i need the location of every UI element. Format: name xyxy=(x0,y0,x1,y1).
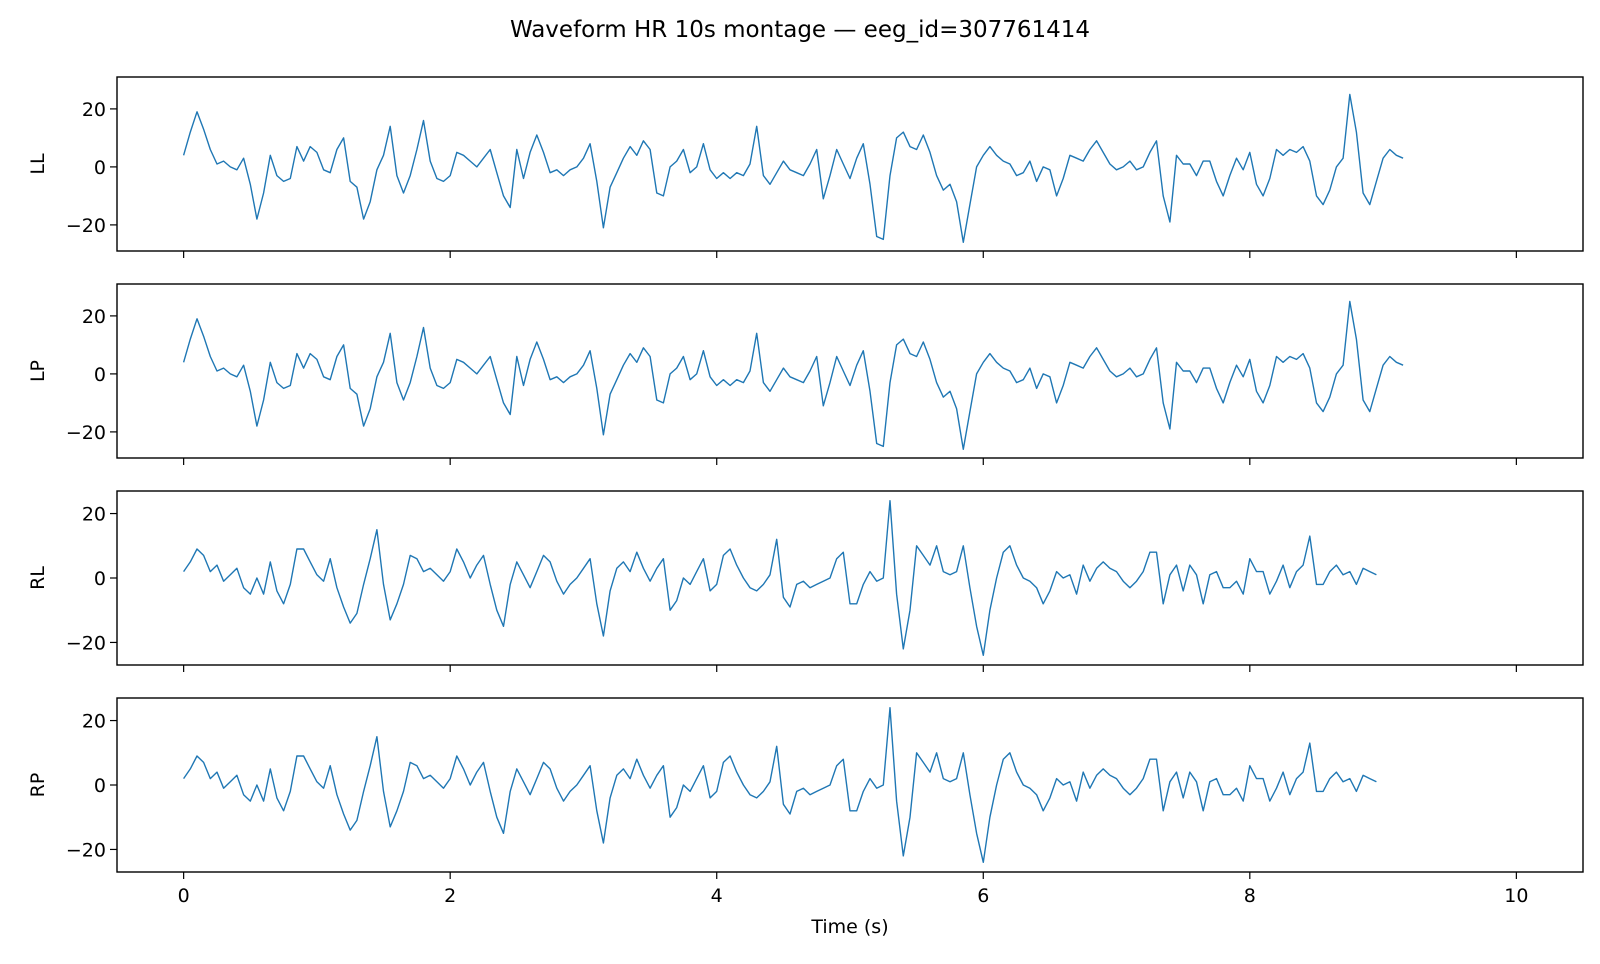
y-tick-label-ll: 0 xyxy=(94,157,106,179)
x-tick-label: 10 xyxy=(1504,885,1528,907)
y-tick-label-rp: 0 xyxy=(94,775,106,797)
y-tick-label-lp: 0 xyxy=(94,364,106,386)
trace-ll xyxy=(182,93,1404,244)
panel-rl: −20 0 20 RL xyxy=(27,490,1584,672)
x-tick-label: 4 xyxy=(711,885,723,907)
y-tick-label-rp: −20 xyxy=(66,839,106,861)
trace-rp xyxy=(183,707,1377,863)
axes-frame-rp xyxy=(116,697,1584,873)
x-tick-label: 8 xyxy=(1244,885,1256,907)
y-axis-label-ll: LL xyxy=(27,153,49,175)
x-tick-label: 6 xyxy=(977,885,989,907)
y-tick-label-rp: 20 xyxy=(82,711,106,733)
axes-frame-rl xyxy=(116,490,1584,666)
axes-frame-ll xyxy=(116,76,1584,252)
x-axis-label: Time (s) xyxy=(810,916,888,938)
y-tick-label-rl: 20 xyxy=(82,504,106,526)
panel-lp: −20 0 20 LP xyxy=(27,283,1584,465)
panel-ll: −20 0 20 LL xyxy=(27,76,1584,258)
panels: −20 0 20 LL −20 0 20 LP −20 0 20 RL −20 0 20 0 2 4 6 8 10 RP xyxy=(27,76,1584,907)
axes-frame-lp xyxy=(116,283,1584,459)
y-axis-label-rl: RL xyxy=(27,566,49,590)
y-tick-label-ll: −20 xyxy=(66,215,106,237)
y-tick-label-rl: −20 xyxy=(66,632,106,654)
trace-rl xyxy=(183,500,1377,656)
y-axis-label-lp: LP xyxy=(27,360,49,382)
panel-rp: −20 0 20 0 2 4 6 8 10 RP xyxy=(27,697,1584,907)
y-tick-label-ll: 20 xyxy=(82,99,106,121)
y-tick-label-rl: 0 xyxy=(94,568,106,590)
x-tick-label: 0 xyxy=(178,885,190,907)
x-tick-label: 2 xyxy=(444,885,456,907)
y-axis-label-rp: RP xyxy=(27,773,49,798)
y-tick-label-lp: 20 xyxy=(82,306,106,328)
y-tick-label-lp: −20 xyxy=(66,422,106,444)
figure-title: Waveform HR 10s montage — eeg_id=3077614… xyxy=(510,17,1090,43)
trace-lp xyxy=(182,300,1404,450)
